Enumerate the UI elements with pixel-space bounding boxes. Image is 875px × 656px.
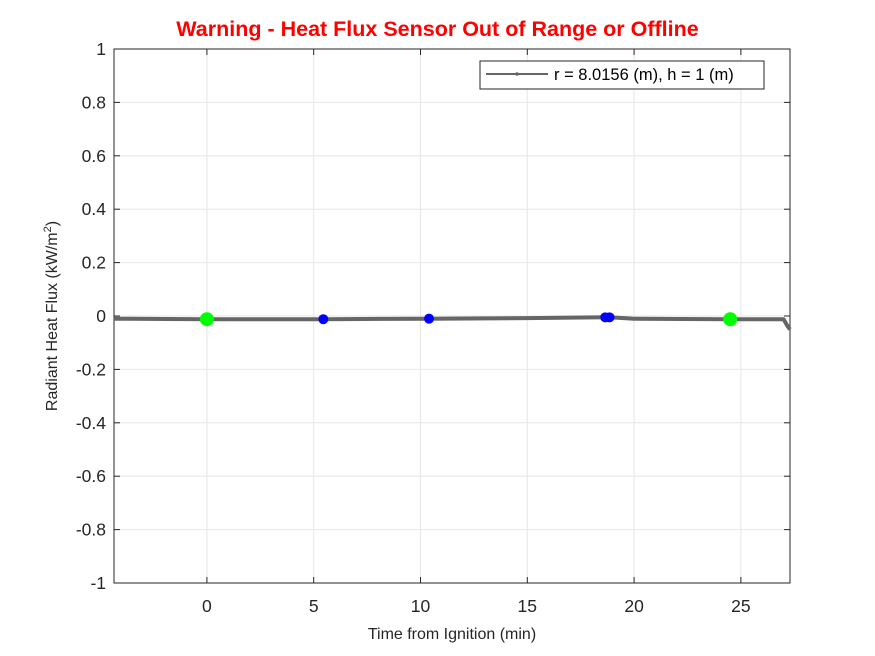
y-tick-label: 0.6: [82, 146, 106, 166]
axis-ticks: [114, 48, 790, 584]
x-tick-label: 5: [309, 596, 319, 616]
x-tick-labels: 0 5 10 15 20 25: [202, 596, 751, 616]
green-marker: [723, 312, 738, 327]
y-axis-label: Radiant Heat Flux (kW/m2): [42, 221, 61, 411]
x-tick-label: 25: [731, 596, 750, 616]
grid-lines: [114, 49, 790, 583]
legend-marker-icon: [515, 72, 519, 76]
y-tick-label: -1: [90, 573, 106, 593]
blue-marker: [604, 312, 615, 323]
legend-label: r = 8.0156 (m), h = 1 (m): [554, 66, 734, 84]
x-tick-label: 0: [202, 596, 212, 616]
data-markers: [199, 312, 738, 327]
green-marker: [199, 312, 214, 327]
y-tick-label: -0.6: [76, 466, 106, 486]
y-tick-label: -0.4: [76, 413, 106, 433]
y-tick-label: 0.4: [82, 199, 107, 219]
legend[interactable]: r = 8.0156 (m), h = 1 (m): [479, 60, 765, 90]
y-tick-label: 0.2: [82, 253, 106, 273]
x-tick-label: 20: [624, 596, 644, 616]
y-tick-label: 0: [96, 306, 106, 326]
y-tick-label: 1: [96, 39, 106, 59]
x-axis-label: Time from Ignition (min): [368, 626, 536, 643]
x-tick-label: 10: [411, 596, 431, 616]
y-tick-label: -0.2: [76, 359, 106, 379]
y-tick-label: 0.8: [82, 92, 106, 112]
blue-marker: [318, 314, 329, 325]
y-tick-labels: -1 -0.8 -0.6 -0.4 -0.2 0 0.2 0.4 0.6 0.8 1: [76, 39, 106, 593]
series-line: [113, 315, 792, 331]
chart-title: Warning - Heat Flux Sensor Out of Range …: [176, 17, 699, 41]
data-series: [113, 315, 792, 331]
x-tick-label: 15: [518, 596, 537, 616]
blue-marker: [424, 313, 435, 324]
y-tick-label: -0.8: [76, 520, 106, 540]
